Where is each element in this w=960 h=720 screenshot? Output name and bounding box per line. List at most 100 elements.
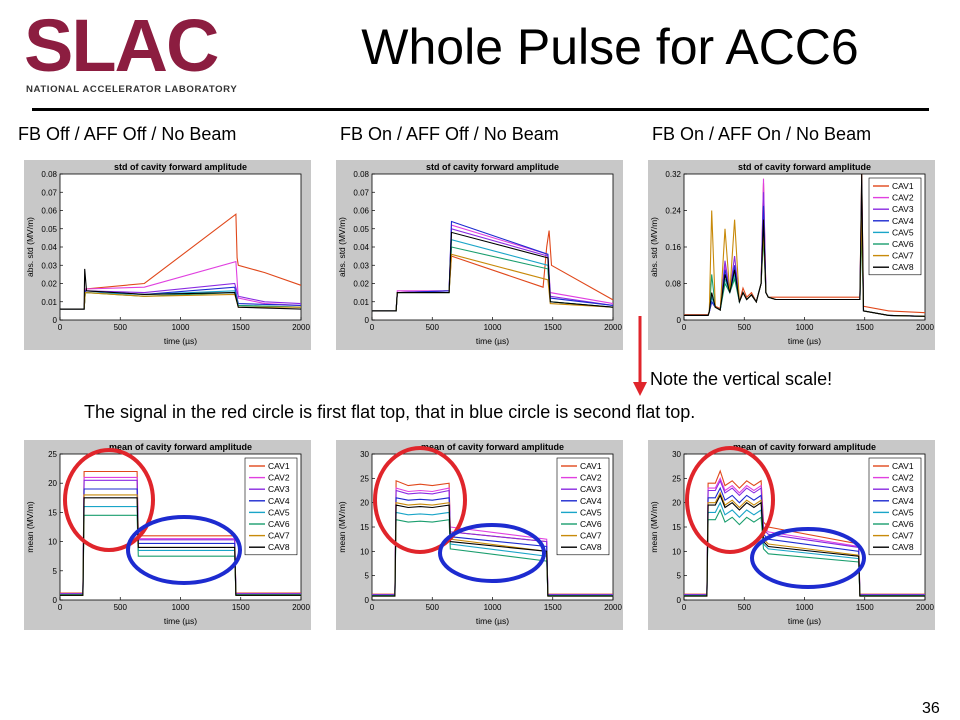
chart-title: std of cavity forward amplitude [426, 162, 559, 172]
legend-label-cav7: CAV7 [268, 531, 290, 541]
legend-label-cav5: CAV5 [892, 507, 914, 517]
legend-label-cav8: CAV8 [892, 262, 914, 272]
legend-label-cav8: CAV8 [892, 542, 914, 552]
x-tick-label: 0 [370, 603, 375, 612]
y-tick-label: 20 [48, 479, 57, 488]
logo-wordmark: SLAC [24, 4, 219, 87]
x-tick-label: 0 [682, 323, 687, 332]
x-tick-label: 500 [426, 323, 440, 332]
y-tick-label: 10 [48, 538, 57, 547]
y-tick-label: 0.01 [353, 298, 369, 307]
y-tick-label: 5 [53, 567, 58, 576]
slac-logo: SLAC NATIONAL ACCELERATOR LABORATORY [24, 6, 260, 96]
y-tick-label: 0 [677, 316, 682, 325]
legend-label-cav8: CAV8 [268, 542, 290, 552]
y-tick-label: 0.08 [665, 280, 681, 289]
x-tick-label: 0 [58, 603, 63, 612]
scale-arrow [633, 316, 647, 396]
legend-label-cav6: CAV6 [892, 239, 914, 249]
x-tick-label: 500 [114, 323, 128, 332]
y-tick-label: 0 [53, 596, 58, 605]
y-axis-label: abs. std (MV/m) [25, 217, 35, 277]
x-tick-label: 500 [738, 323, 752, 332]
y-tick-label: 0 [53, 316, 58, 325]
y-tick-label: 0.08 [41, 170, 57, 179]
x-tick-label: 1000 [796, 603, 814, 612]
series-line-cav8 [684, 173, 926, 317]
chart-title: mean of cavity forward amplitude [733, 442, 876, 452]
scale-arrow-head [633, 382, 647, 396]
y-axis-label: abs. std (MV/m) [649, 217, 659, 277]
chart-std-fb-off: std of cavity forward amplitude 0 0.01 0.02… [24, 160, 311, 350]
y-tick-label: 0.08 [353, 170, 369, 179]
chart-std-fb-on-aff-on: std of cavity forward amplitude 0 0.08 0.16… [648, 160, 935, 350]
legend-label-cav3: CAV3 [580, 484, 602, 494]
column-label-3: FB On / AFF On / No Beam [652, 124, 872, 144]
chart-title: mean of cavity forward amplitude [109, 442, 252, 452]
x-tick-label: 2000 [292, 323, 310, 332]
legend-label-cav4: CAV4 [268, 496, 290, 506]
title-divider [32, 108, 929, 111]
y-axis-label: mean (MV/m) [337, 501, 347, 553]
y-tick-label: 0.16 [665, 243, 681, 252]
x-tick-label: 500 [426, 603, 440, 612]
y-tick-label: 15 [672, 523, 681, 532]
y-tick-label: 25 [672, 474, 681, 483]
column-label-1: FB Off / AFF Off / No Beam [18, 124, 237, 144]
y-tick-label: 30 [360, 450, 369, 459]
chart-title: std of cavity forward amplitude [114, 162, 247, 172]
y-tick-label: 10 [360, 547, 369, 556]
x-tick-label: 0 [58, 323, 63, 332]
legend-label-cav7: CAV7 [892, 251, 914, 261]
x-tick-label: 2000 [292, 603, 310, 612]
legend-label-cav2: CAV2 [268, 473, 290, 483]
y-tick-label: 0.04 [41, 243, 57, 252]
plot-area [59, 173, 302, 321]
y-tick-label: 0.06 [353, 207, 369, 216]
legend-label-cav3: CAV3 [268, 484, 290, 494]
y-tick-label: 15 [360, 523, 369, 532]
x-tick-label: 2000 [916, 603, 934, 612]
plot-area [371, 173, 614, 321]
legend-label-cav2: CAV2 [580, 473, 602, 483]
legend-box [244, 457, 298, 556]
x-axis-label: time (µs) [788, 336, 821, 346]
legend-label-cav4: CAV4 [580, 496, 602, 506]
legend-label-cav7: CAV7 [580, 531, 602, 541]
legend-box [868, 457, 922, 556]
y-tick-label: 0.03 [353, 261, 369, 270]
y-tick-label: 0.02 [41, 280, 57, 289]
x-tick-label: 1500 [856, 323, 874, 332]
x-tick-label: 2000 [604, 603, 622, 612]
x-tick-label: 1000 [796, 323, 814, 332]
x-tick-label: 0 [370, 323, 375, 332]
y-tick-label: 0.32 [665, 170, 681, 179]
y-tick-label: 0.06 [41, 207, 57, 216]
y-tick-label: 20 [360, 499, 369, 508]
legend-label-cav1: CAV1 [268, 461, 290, 471]
y-tick-label: 20 [672, 499, 681, 508]
x-axis-label: time (µs) [476, 616, 509, 626]
y-tick-label: 5 [365, 572, 370, 581]
legend-label-cav6: CAV6 [892, 519, 914, 529]
x-axis-label: time (µs) [164, 336, 197, 346]
x-tick-label: 1000 [484, 603, 502, 612]
chart-std-fb-on-aff-off: std of cavity forward amplitude 0 0.01 0.02… [336, 160, 623, 350]
legend-label-cav8: CAV8 [580, 542, 602, 552]
y-tick-label: 0.01 [41, 298, 57, 307]
x-tick-label: 1500 [856, 603, 874, 612]
x-tick-label: 2000 [916, 323, 934, 332]
x-tick-label: 1500 [544, 603, 562, 612]
y-tick-label: 0.03 [41, 261, 57, 270]
chart-title: std of cavity forward amplitude [738, 162, 871, 172]
x-tick-label: 500 [738, 603, 752, 612]
y-tick-label: 25 [48, 450, 57, 459]
x-tick-label: 1500 [544, 323, 562, 332]
chart-mean-fb-off: mean of cavity forward amplitude 0 5 10 15 20… [24, 440, 311, 630]
legend-label-cav3: CAV3 [892, 204, 914, 214]
legend-label-cav5: CAV5 [892, 227, 914, 237]
x-tick-label: 1500 [232, 603, 250, 612]
legend-label-cav1: CAV1 [892, 181, 914, 191]
y-tick-label: 0.05 [353, 225, 369, 234]
chart-title: mean of cavity forward amplitude [421, 442, 564, 452]
